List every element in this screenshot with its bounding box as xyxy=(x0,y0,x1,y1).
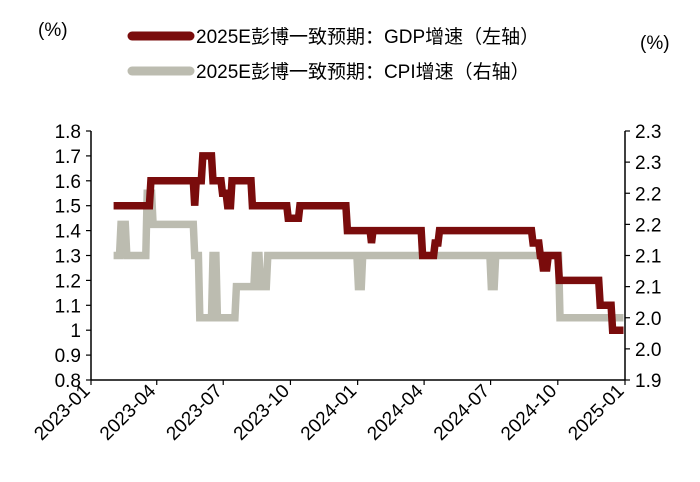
left-tick-label: 0.9 xyxy=(55,346,81,367)
left-tick-label: 1 xyxy=(70,321,81,342)
left-tick-label: 1.5 xyxy=(55,197,81,218)
legend-label-gdp: 2025E彭博一致预期：GDP增速（左轴） xyxy=(196,26,539,48)
legend: 2025E彭博一致预期：GDP增速（左轴） 2025E彭博一致预期：CPI增速（… xyxy=(127,26,539,83)
left-tick-label: 0.8 xyxy=(55,371,81,392)
x-tick-label: 2024-07 xyxy=(430,381,494,445)
left-tick-label: 1.4 xyxy=(55,222,82,243)
legend-label-cpi: 2025E彭博一致预期：CPI增速（右轴） xyxy=(196,61,530,83)
right-tick-label: 2.2 xyxy=(635,184,661,205)
right-tick-label: 2.1 xyxy=(635,278,661,299)
x-tick-label: 2023-04 xyxy=(96,380,160,444)
left-tick-label: 1.8 xyxy=(55,122,81,143)
right-tick-label: 2.1 xyxy=(635,247,661,268)
left-axis-ticks: 0.8 0.9 1 1.1 1.2 1.3 1.4 1.5 1.6 1.7 1.8 xyxy=(55,122,91,392)
series-layer xyxy=(113,152,624,334)
right-axis-unit: (%) xyxy=(640,33,670,54)
right-tick-label: 2.0 xyxy=(635,340,661,361)
right-tick-label: 2.2 xyxy=(635,215,661,236)
x-axis-ticks: 2023-01 2023-04 2023-07 2023-10 2024-01 2024-… xyxy=(30,380,629,445)
plot-area: 0.8 0.9 1 1.1 1.2 1.3 1.4 1.5 1.6 1.7 1.8 1.9 2.0 2.… xyxy=(30,122,661,445)
left-tick-label: 1.6 xyxy=(55,172,81,193)
left-tick-label: 1.3 xyxy=(55,247,81,268)
right-tick-label: 2.3 xyxy=(635,122,661,143)
left-tick-label: 1.2 xyxy=(55,271,81,292)
left-axis-unit: (%) xyxy=(38,20,68,41)
x-tick-label: 2023-10 xyxy=(230,381,294,445)
right-tick-label: 2.3 xyxy=(635,153,661,174)
series-line-gdp xyxy=(113,152,624,334)
left-tick-label: 1.7 xyxy=(55,147,81,168)
right-tick-label: 2.0 xyxy=(635,309,661,330)
x-tick-label: 2024-04 xyxy=(363,380,427,444)
right-tick-label: 1.9 xyxy=(635,371,661,392)
right-axis-ticks: 1.9 2.0 2.0 2.1 2.1 2.2 2.2 2.3 2.3 xyxy=(625,122,661,392)
left-tick-label: 1.1 xyxy=(55,296,81,317)
x-tick-label: 2024-01 xyxy=(297,381,361,445)
x-tick-label: 2023-07 xyxy=(163,381,227,445)
x-tick-label: 2025-01 xyxy=(564,381,628,445)
x-tick-label: 2024-10 xyxy=(497,381,561,445)
